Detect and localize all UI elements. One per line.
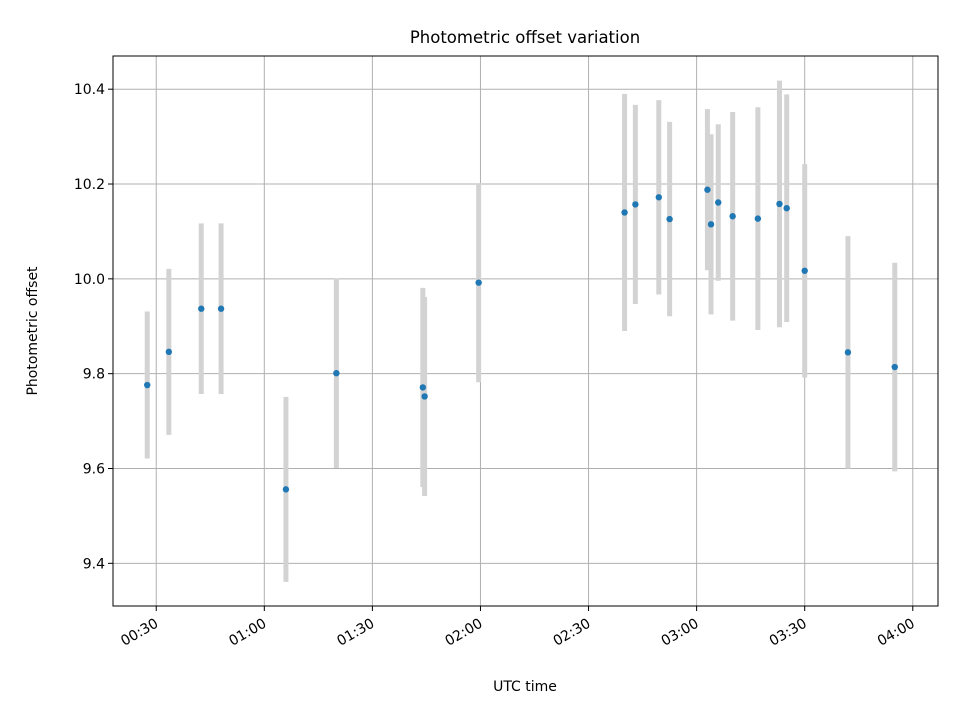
data-point	[217, 305, 225, 312]
y-tick-label: 9.6	[83, 462, 105, 478]
data-point	[421, 393, 428, 400]
y-tick-label: 9.4	[83, 556, 105, 572]
data-point	[801, 267, 808, 274]
y-tick-label: 9.8	[83, 367, 105, 383]
data-point	[783, 204, 790, 212]
data-point	[144, 381, 151, 389]
grid	[113, 56, 938, 606]
data-point	[729, 213, 736, 220]
chart-title: Photometric offset variation	[410, 28, 640, 47]
data-point	[198, 305, 205, 312]
data-point	[666, 215, 673, 223]
x-axis-label: UTC time	[493, 679, 557, 695]
data-point	[475, 279, 482, 286]
y-tick-label: 10.0	[74, 272, 105, 288]
data-point	[754, 215, 762, 222]
data-point	[776, 200, 783, 208]
data-point	[621, 209, 628, 216]
data-point	[632, 201, 639, 208]
data-point	[165, 348, 173, 356]
data-point	[333, 369, 340, 377]
y-tick-label: 10.2	[74, 177, 105, 193]
data-point	[715, 199, 722, 206]
data-point	[655, 194, 662, 201]
y-axis-label: Photometric offset	[25, 266, 41, 396]
data-point	[844, 349, 852, 356]
data-point	[707, 221, 715, 228]
data-point	[891, 363, 898, 371]
data-point	[282, 486, 290, 493]
data-point	[419, 384, 427, 391]
y-axis-ticks: 9.4 9.6 9.8 10.0 10.2 10.4	[74, 82, 113, 572]
data-points	[144, 186, 898, 493]
y-tick-label: 10.4	[74, 82, 105, 98]
data-point	[704, 186, 711, 193]
plot-area-frame	[112, 55, 939, 607]
